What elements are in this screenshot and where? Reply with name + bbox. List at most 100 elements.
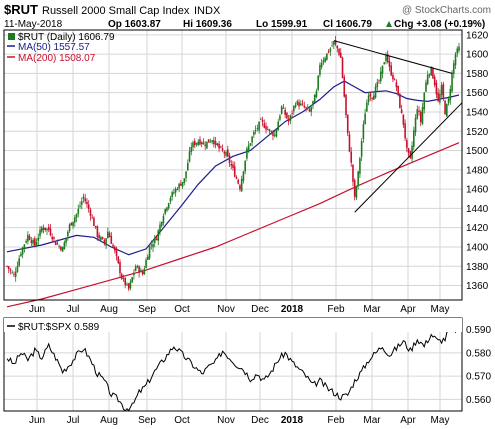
candle-body	[240, 178, 243, 192]
candle	[242, 170, 245, 184]
candle	[178, 182, 180, 193]
candle	[7, 265, 10, 274]
symbol: $RUT	[4, 2, 38, 17]
candle	[96, 225, 99, 241]
candle-body	[421, 107, 424, 124]
candle	[287, 114, 290, 126]
candle	[381, 65, 384, 79]
candle-body	[82, 196, 85, 199]
ma50-line	[6, 80, 460, 256]
candle-body	[291, 112, 293, 114]
candle-body	[70, 222, 73, 226]
candle-body	[373, 95, 375, 100]
candle-body	[333, 41, 335, 45]
candle-body	[235, 177, 238, 179]
candle-body	[367, 95, 370, 103]
candle-body	[202, 142, 205, 145]
candle-body	[322, 60, 325, 63]
candle	[213, 136, 215, 148]
candle-body	[282, 108, 285, 109]
candle-body	[369, 93, 372, 97]
candle-body	[425, 82, 427, 92]
lower-gridlines	[4, 318, 462, 411]
candle-body	[393, 79, 396, 81]
candle-body	[249, 143, 252, 146]
candle-body	[456, 48, 459, 54]
candle-body	[364, 113, 366, 125]
y-tick-label: 1440	[466, 204, 489, 215]
candle	[28, 233, 31, 241]
candle-body	[244, 160, 246, 172]
candle-body	[371, 97, 373, 100]
candle	[180, 180, 182, 186]
candle-body	[416, 109, 419, 119]
candle-body	[171, 192, 173, 198]
x-tick-label: Jul	[67, 304, 80, 315]
candle	[188, 146, 191, 163]
candle-body	[319, 64, 321, 76]
candle-body	[103, 240, 106, 244]
candle-body	[357, 171, 359, 186]
candle-body	[147, 256, 149, 261]
candle-body	[366, 102, 368, 112]
candle-body	[312, 100, 314, 106]
candle	[428, 73, 431, 79]
candle-body	[338, 48, 340, 55]
candle-body	[390, 65, 392, 76]
candle-body	[193, 140, 196, 146]
candle-body	[233, 166, 236, 177]
y-tick-label: 1460	[466, 185, 489, 196]
candle	[127, 282, 130, 291]
candle	[376, 78, 379, 92]
x-tick-label: Aug	[100, 415, 118, 426]
candle	[70, 222, 73, 226]
x-tick-label: Oct	[174, 304, 190, 315]
candle	[207, 139, 210, 143]
candle	[171, 190, 173, 201]
candle-body	[143, 268, 146, 275]
candle-body	[374, 86, 377, 98]
candle	[157, 229, 160, 246]
candle	[367, 91, 370, 106]
candle	[249, 142, 252, 147]
candle	[63, 240, 66, 250]
candle	[228, 152, 231, 167]
candle-body	[228, 155, 231, 164]
candle	[421, 102, 424, 126]
quote-open: Op 1603.87	[108, 19, 161, 30]
candle	[6, 265, 8, 268]
candle-body	[199, 139, 201, 145]
candle-body	[379, 71, 382, 82]
candle	[348, 131, 351, 153]
candle	[346, 114, 349, 137]
candle-body	[131, 277, 133, 283]
candle	[40, 225, 43, 234]
candle	[279, 113, 281, 122]
candle	[21, 246, 24, 259]
candle-body	[39, 229, 41, 236]
candle-body	[138, 266, 140, 273]
candle	[251, 135, 253, 147]
candle-body	[209, 141, 212, 143]
candle-body	[126, 283, 128, 285]
candle-body	[159, 224, 161, 233]
candle	[13, 271, 15, 278]
candle-body	[419, 111, 422, 123]
candle	[108, 231, 111, 238]
candle-body	[334, 40, 337, 45]
candle-body	[20, 253, 22, 256]
candle-body	[11, 272, 14, 274]
candle	[247, 141, 250, 153]
candle-body	[28, 236, 31, 240]
candle	[153, 234, 156, 248]
candle-body	[439, 94, 441, 103]
candle-body	[16, 266, 19, 273]
candle-body	[58, 246, 60, 247]
candle-body	[113, 246, 116, 251]
candle-body	[301, 103, 304, 105]
candle-body	[192, 142, 194, 148]
candle-body	[296, 101, 299, 105]
candle-body	[442, 83, 445, 99]
ma200-line	[6, 142, 460, 308]
candle-body	[359, 158, 361, 174]
